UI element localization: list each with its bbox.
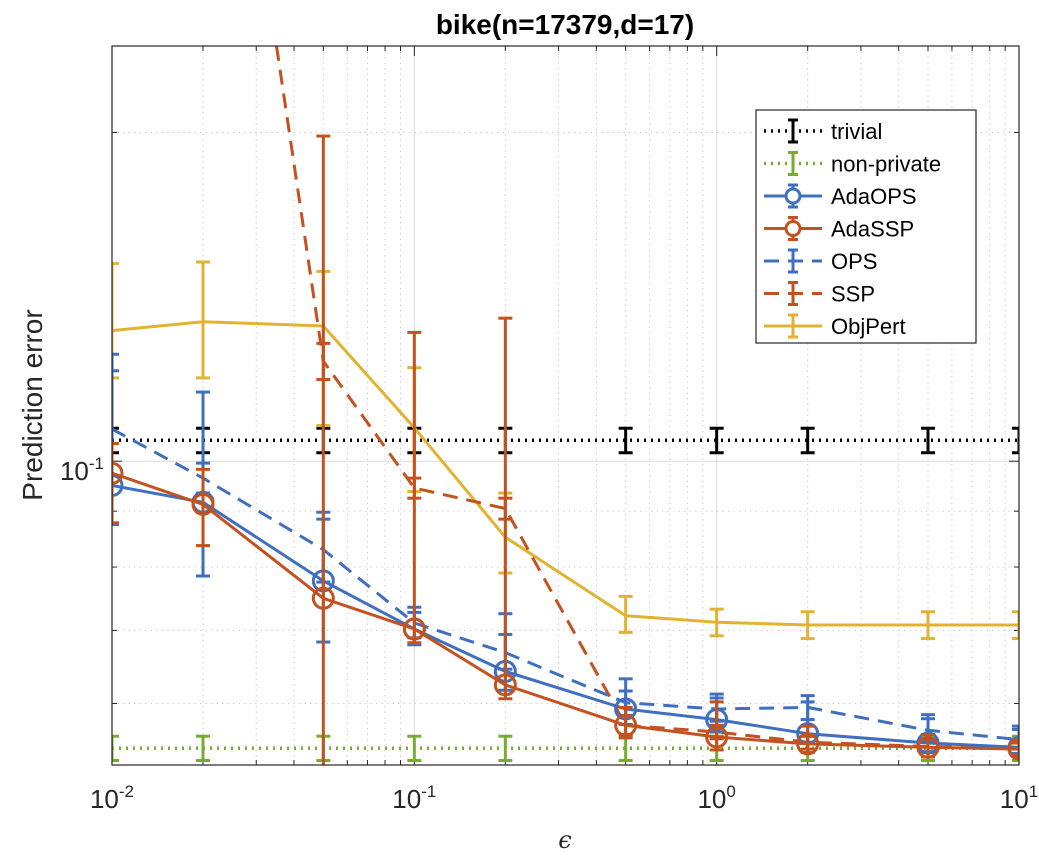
adassp-point [1007, 737, 1019, 761]
x-axis-label: ϵ [558, 826, 571, 854]
adaops-point [112, 474, 124, 498]
legend-item-trivial: trivial [764, 118, 882, 144]
legend-item-adassp: AdaSSP [764, 216, 914, 242]
legend-marker-adaops [784, 187, 802, 205]
adassp-point [191, 492, 215, 516]
legend-label-ssp: SSP [831, 282, 875, 307]
adassp-point [916, 735, 940, 759]
ssp-line [275, 46, 1019, 750]
legend-item-ops: OPS [764, 248, 877, 274]
x-tick-label: 10-2 [90, 782, 134, 814]
legend-item-objpert: ObjPert [764, 313, 906, 339]
adassp-point [112, 461, 124, 485]
chart-title: bike(n=17379,d=17) [436, 9, 694, 40]
legend-label-non-private: non-private [831, 152, 941, 177]
legend-marker-adassp [784, 220, 802, 237]
x-tick-label: 100 [697, 782, 735, 814]
y-tick-label: 10-1 [60, 454, 104, 486]
adassp-point [493, 673, 517, 697]
series-layer [112, 46, 1019, 765]
legend-label-adassp: AdaSSP [831, 217, 914, 242]
legend: trivial non-private AdaOPS AdaSSP OPS SSP ObjP… [755, 109, 977, 344]
x-tick-label: 10-1 [392, 782, 436, 814]
legend-item-non-private: non-private [764, 151, 941, 177]
adassp-point [705, 725, 729, 749]
y-axis-label: Prediction error [17, 309, 48, 500]
adassp-point [311, 586, 335, 610]
y-tick-labels: 10-1 [60, 454, 104, 486]
x-tick-labels: 10-2 10-1 100 101 [90, 782, 1038, 814]
series-adassp [112, 134, 1019, 765]
adassp-line [112, 471, 1019, 751]
legend-label-adaops: AdaOPS [831, 184, 917, 209]
axes-box [111, 45, 1020, 766]
objpert-line [112, 320, 1019, 627]
adassp-point [614, 713, 638, 737]
adassp-point [796, 732, 820, 756]
ops-line [112, 427, 1019, 742]
legend-label-trivial: trivial [831, 119, 882, 144]
adassp-point [402, 617, 426, 641]
x-tick-label: 101 [1000, 782, 1038, 814]
legend-label-objpert: ObjPert [831, 314, 906, 339]
legend-item-ssp: SSP [764, 281, 875, 307]
legend-item-adaops: AdaOPS [764, 183, 917, 209]
legend-label-ops: OPS [831, 249, 877, 274]
adaops-line [112, 484, 1019, 749]
